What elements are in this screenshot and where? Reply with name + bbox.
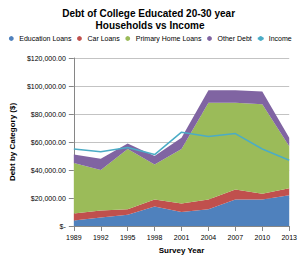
svg-text:$80,000.00: $80,000.00 bbox=[31, 111, 66, 118]
svg-text:Primary Home Loans: Primary Home Loans bbox=[136, 35, 202, 43]
svg-text:1989: 1989 bbox=[66, 234, 82, 241]
svg-text:1998: 1998 bbox=[147, 234, 163, 241]
svg-text:1995: 1995 bbox=[120, 234, 136, 241]
svg-text:Car Loans: Car Loans bbox=[87, 35, 120, 42]
svg-text:Other Debt: Other Debt bbox=[217, 35, 251, 42]
svg-text:Debt of College Educated 20-30: Debt of College Educated 20-30 year bbox=[62, 8, 238, 19]
svg-text:2010: 2010 bbox=[255, 234, 271, 241]
svg-text:2013: 2013 bbox=[281, 234, 297, 241]
svg-text:2001: 2001 bbox=[174, 234, 190, 241]
svg-text:Income: Income bbox=[269, 35, 292, 42]
svg-text:$60,000.00: $60,000.00 bbox=[31, 139, 66, 146]
svg-text:Survey Year: Survey Year bbox=[159, 246, 205, 255]
svg-text:2007: 2007 bbox=[228, 234, 244, 241]
svg-text:$120,000.00: $120,000.00 bbox=[27, 55, 66, 62]
svg-text:Households vs Income: Households vs Income bbox=[96, 20, 205, 31]
svg-text:Education Loans: Education Loans bbox=[19, 35, 72, 42]
svg-text:$20,000.00: $20,000.00 bbox=[31, 195, 66, 202]
svg-text:1992: 1992 bbox=[93, 234, 109, 241]
svg-text:Debt by Category ($): Debt by Category ($) bbox=[8, 103, 17, 182]
svg-text:$-: $- bbox=[60, 223, 67, 230]
svg-text:2004: 2004 bbox=[201, 234, 217, 241]
svg-text:$40,000.00: $40,000.00 bbox=[31, 167, 66, 174]
svg-text:$100,000.00: $100,000.00 bbox=[27, 83, 66, 90]
